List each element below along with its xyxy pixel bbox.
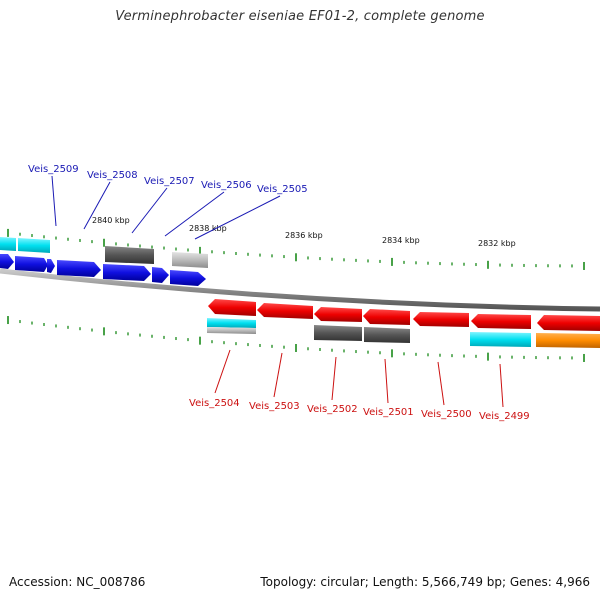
forward-strand-genes	[0, 254, 206, 286]
gene-label-veis-2504[interactable]: Veis_2504	[189, 398, 240, 409]
scale-label-2832: 2832 kbp	[478, 239, 516, 248]
gene-arrow-veis-2504[interactable]	[208, 299, 256, 316]
gene-arrow-veis-2499[interactable]	[471, 314, 531, 329]
gene-arrow-veis-2505[interactable]	[170, 270, 206, 286]
feature-gray-2504[interactable]	[207, 327, 256, 334]
scale-label-2834: 2834 kbp	[382, 236, 420, 245]
genome-backbone	[0, 268, 600, 312]
gene-label-veis-2502[interactable]: Veis_2502	[307, 404, 358, 415]
gene-label-veis-2507[interactable]: Veis_2507	[144, 176, 195, 187]
feature-cyan-left-b[interactable]	[18, 238, 50, 253]
gene-arrow-veis-2508b[interactable]	[47, 259, 55, 273]
gene-arrow-veis-2502[interactable]	[314, 307, 362, 322]
feature-dark-2502[interactable]	[314, 325, 362, 341]
leader-line-veis-2500	[437, 361, 445, 406]
bottom-gene-labels: Veis_2504 Veis_2503 Veis_2502 Veis_2501 …	[189, 349, 530, 422]
scale-label-2836: 2836 kbp	[285, 231, 323, 240]
gene-label-veis-2505[interactable]: Veis_2505	[257, 184, 308, 195]
gene-arrow-veis-2507b[interactable]	[103, 264, 151, 281]
gene-label-veis-2501[interactable]: Veis_2501	[363, 407, 414, 418]
feature-cyan-left-a[interactable]	[0, 237, 16, 251]
gene-label-veis-2506[interactable]: Veis_2506	[201, 180, 252, 191]
leader-line-veis-2501	[384, 358, 389, 404]
feature-light-gray[interactable]	[172, 252, 208, 268]
leader-line-veis-2504	[214, 349, 231, 394]
genome-summary-text: Topology: circular; Length: 5,566,749 bp…	[260, 575, 590, 589]
map-title: Verminephrobacter eiseniae EF01-2, compl…	[115, 9, 485, 24]
gene-label-veis-2503[interactable]: Veis_2503	[249, 401, 300, 412]
leader-line-veis-2509	[51, 175, 57, 227]
scale-label-2838: 2838 kbp	[189, 224, 227, 233]
gene-label-veis-2500[interactable]: Veis_2500	[421, 409, 472, 420]
top-tick-marks	[7, 228, 585, 270]
gene-arrow-veis-2506[interactable]	[152, 267, 169, 283]
gene-arrow-veis-2500[interactable]	[413, 312, 469, 327]
leader-line-veis-2503	[273, 352, 283, 398]
feature-dark-gray[interactable]	[105, 246, 154, 264]
bottom-tick-marks	[7, 316, 585, 362]
reverse-strand-genes	[208, 299, 600, 331]
accession-text: Accession: NC_008786	[9, 575, 146, 589]
gene-label-veis-2508[interactable]: Veis_2508	[87, 170, 138, 181]
gene-arrow-right-edge[interactable]	[537, 315, 600, 331]
leader-line-veis-2505	[194, 195, 281, 240]
leader-line-veis-2506	[164, 191, 225, 237]
feature-cyan-2504[interactable]	[207, 318, 256, 328]
gene-arrow-veis-2508a[interactable]	[15, 256, 48, 272]
leader-line-veis-2499	[499, 363, 504, 408]
gene-arrow-veis-2503[interactable]	[257, 303, 313, 319]
gene-label-veis-2509[interactable]: Veis_2509	[28, 164, 79, 175]
gene-arrow-veis-2501[interactable]	[363, 309, 410, 325]
feature-orange-right[interactable]	[536, 333, 600, 348]
forward-strand-features	[0, 237, 208, 268]
leader-line-veis-2507	[131, 187, 168, 234]
gene-arrow-veis-2509[interactable]	[0, 254, 14, 269]
feature-dark-2501[interactable]	[364, 327, 410, 343]
gene-label-veis-2499[interactable]: Veis_2499	[479, 411, 530, 422]
leader-line-veis-2502	[331, 356, 337, 401]
reverse-strand-features	[207, 318, 600, 348]
top-gene-labels: Veis_2509 Veis_2508 Veis_2507 Veis_2506 …	[28, 164, 308, 240]
gene-arrow-veis-2507a[interactable]	[57, 260, 101, 277]
leader-line-veis-2508	[83, 181, 111, 230]
feature-cyan-2499[interactable]	[470, 332, 531, 347]
scale-label-2840: 2840 kbp	[92, 216, 130, 225]
